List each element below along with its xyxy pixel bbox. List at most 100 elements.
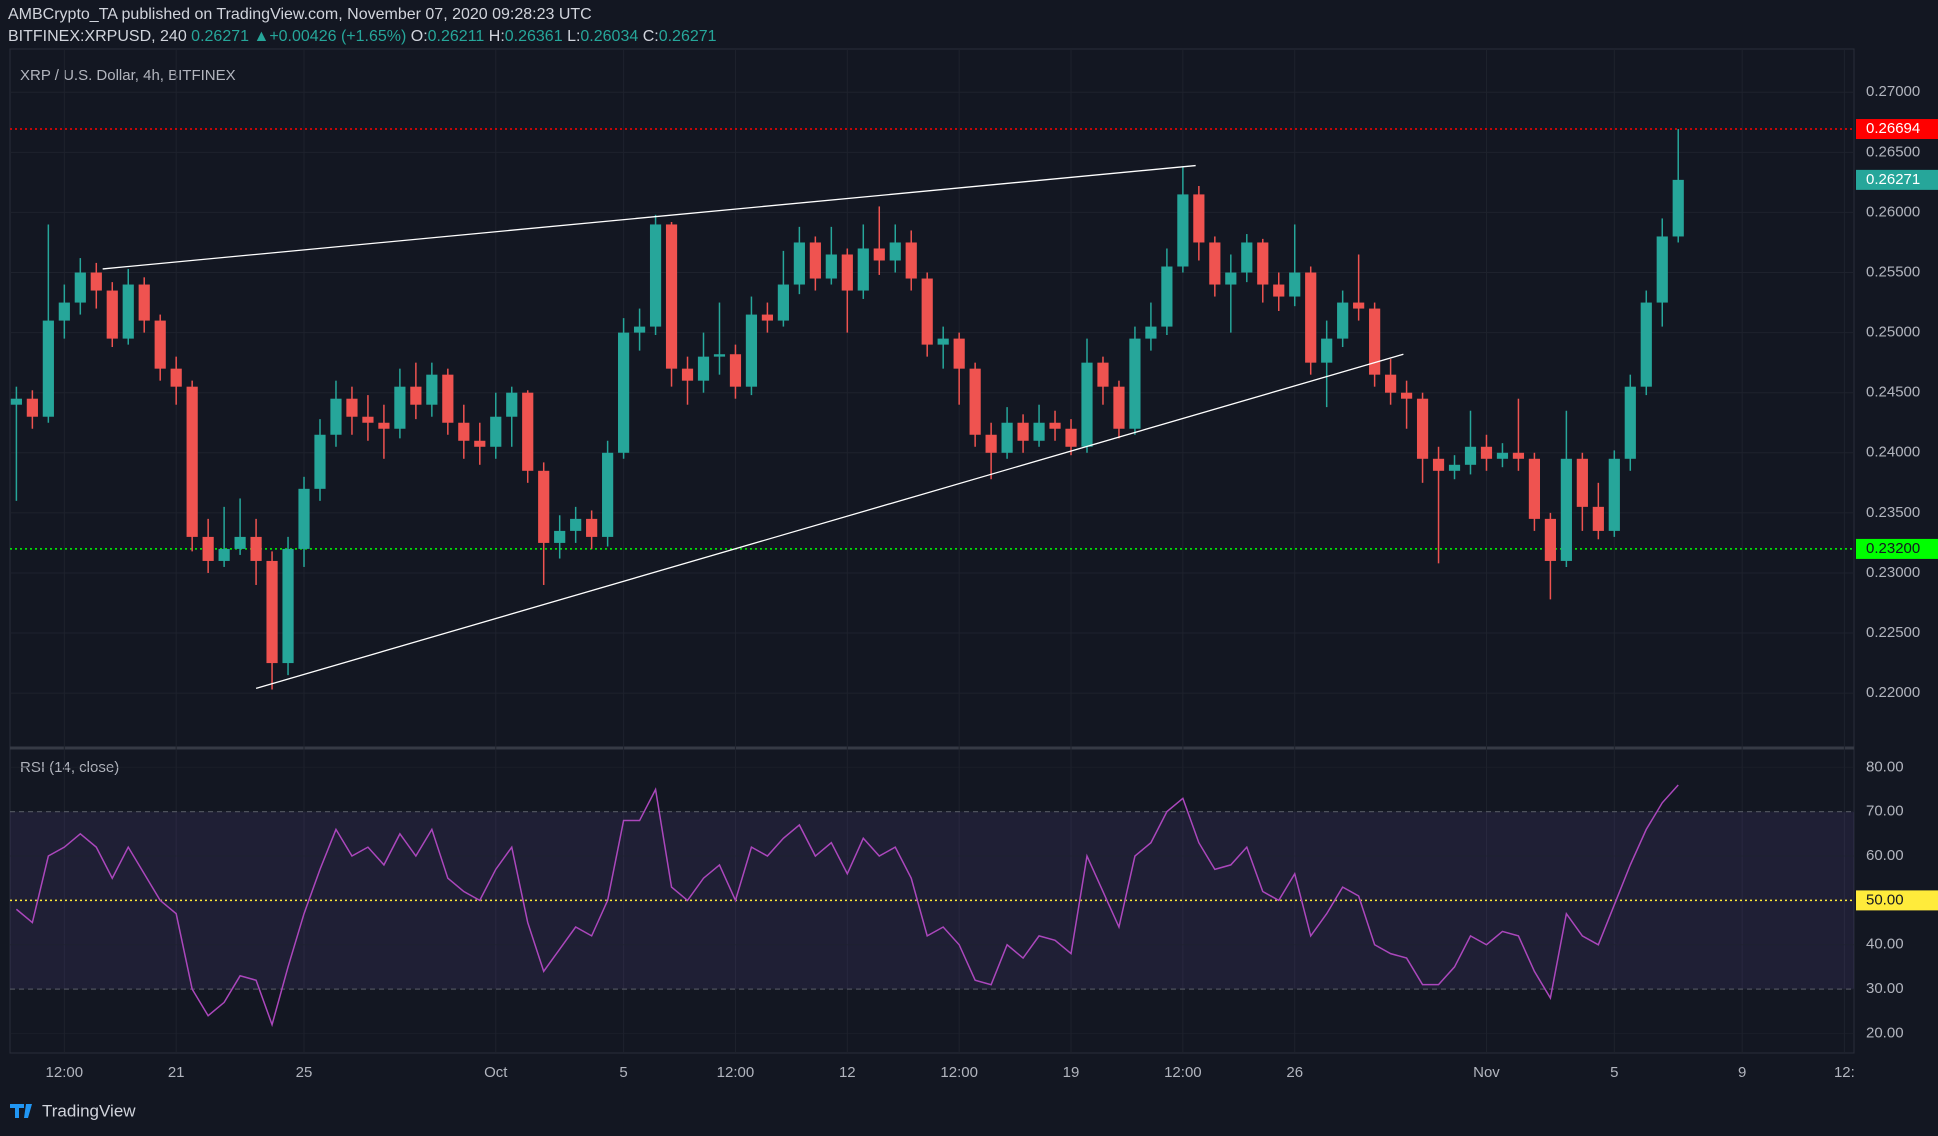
candle-body <box>522 392 534 471</box>
candle-body <box>1416 398 1429 459</box>
candle-body <box>186 386 198 537</box>
rsi-tick-label: 40.00 <box>1866 936 1904 953</box>
y-tick-label: 0.23000 <box>1866 564 1920 581</box>
candle-body <box>1321 338 1333 363</box>
candle-body <box>729 354 742 387</box>
trendline <box>102 164 1196 270</box>
x-tick-label: 25 <box>296 1064 313 1081</box>
candle-body <box>697 356 710 381</box>
rsi-tick-label: 30.00 <box>1866 980 1904 997</box>
trendline <box>255 353 1404 689</box>
candle-body <box>1400 392 1413 399</box>
y-tick-label: 0.25000 <box>1866 324 1920 341</box>
rsi-tick-label: 20.00 <box>1866 1024 1904 1041</box>
candle-body <box>889 242 901 261</box>
last-price-box <box>1856 169 1938 190</box>
candle-body <box>442 374 454 423</box>
candle-body <box>506 392 518 417</box>
candle-body <box>346 398 358 417</box>
candle-body <box>953 338 965 369</box>
candle-body <box>873 248 885 261</box>
x-tick-label: 12:00 <box>717 1064 755 1081</box>
h-label: H: <box>488 28 505 45</box>
candle-body <box>298 488 310 549</box>
candle-body <box>1464 446 1477 465</box>
candle-body <box>1289 272 1301 297</box>
publisher: AMBCrypto_TA published on TradingView.co… <box>8 6 592 23</box>
price-line-label: 0.23200 <box>1866 540 1920 557</box>
symbol-line: BITFINEX:XRPUSD, 240 0.26271 ▲+0.00426 (… <box>8 28 717 46</box>
candle-body <box>58 302 70 321</box>
o-label: O: <box>410 28 428 45</box>
candle-body <box>681 368 694 381</box>
candle-body <box>10 398 22 405</box>
candle-body <box>1592 506 1604 531</box>
candle-body <box>777 284 789 321</box>
candle-body <box>1241 242 1253 273</box>
change: +0.00426 (+1.65%) <box>269 28 407 45</box>
rsi-mid-label: 50.00 <box>1866 891 1904 908</box>
candle-body <box>649 224 662 327</box>
candle-body <box>1544 518 1556 561</box>
last-price-label: 0.26271 <box>1866 171 1920 188</box>
candle-body <box>570 518 582 531</box>
candle-body <box>1608 458 1620 531</box>
candle-body <box>793 242 805 285</box>
c: 0.26271 <box>658 28 717 45</box>
candle-body <box>633 326 646 333</box>
candle-body <box>1097 362 1109 387</box>
candle-body <box>1193 194 1205 243</box>
x-tick-label: Oct <box>484 1064 508 1081</box>
candle-body <box>825 254 837 279</box>
candle-body <box>138 284 150 321</box>
candle-body <box>1576 458 1588 507</box>
y-tick-label: 0.24500 <box>1866 384 1920 401</box>
candle-body <box>554 530 566 543</box>
candle-body <box>857 248 869 291</box>
y-tick-label: 0.22500 <box>1866 624 1920 641</box>
candle-body <box>154 320 166 369</box>
candle-body <box>1353 302 1365 309</box>
candle-body <box>1656 236 1668 303</box>
candle-body <box>1049 422 1061 429</box>
candle-body <box>394 386 406 429</box>
rsi-tick-label: 60.00 <box>1866 847 1904 864</box>
candle-body <box>1257 242 1269 285</box>
x-tick-label: 12:00 <box>46 1064 84 1081</box>
candle-body <box>1337 302 1349 339</box>
candle-body <box>234 536 246 549</box>
candle-body <box>106 290 118 339</box>
candle-body <box>474 440 486 447</box>
candle-body <box>1496 452 1509 459</box>
candle-body <box>586 518 598 537</box>
candle-body <box>1273 284 1285 297</box>
candle-body <box>1528 458 1541 519</box>
candle-body <box>1065 428 1077 447</box>
candle-body <box>314 434 326 489</box>
candle-body <box>266 560 278 664</box>
x-tick-label: 5 <box>1610 1064 1618 1081</box>
candle-body <box>1448 464 1461 471</box>
candle-body <box>1017 422 1029 441</box>
candle-body <box>713 354 726 357</box>
y-tick-label: 0.25500 <box>1866 263 1920 280</box>
candle-body <box>1177 194 1189 267</box>
candle-body <box>1640 302 1652 387</box>
candle-body <box>538 470 550 543</box>
candle-body <box>362 416 374 423</box>
y-tick-label: 0.27000 <box>1866 83 1920 100</box>
candle-body <box>1145 326 1157 339</box>
candle-body <box>490 416 502 447</box>
candle-body <box>1512 452 1525 459</box>
candle-body <box>665 224 678 369</box>
x-tick-label: 9 <box>1738 1064 1746 1081</box>
candle-body <box>937 338 949 345</box>
candle-body <box>809 242 821 279</box>
candle-body <box>426 374 438 405</box>
pane-frame <box>9 48 1855 1054</box>
candle-body <box>1001 422 1013 453</box>
y-tick-label: 0.24000 <box>1866 444 1920 461</box>
candle-body <box>602 452 614 537</box>
